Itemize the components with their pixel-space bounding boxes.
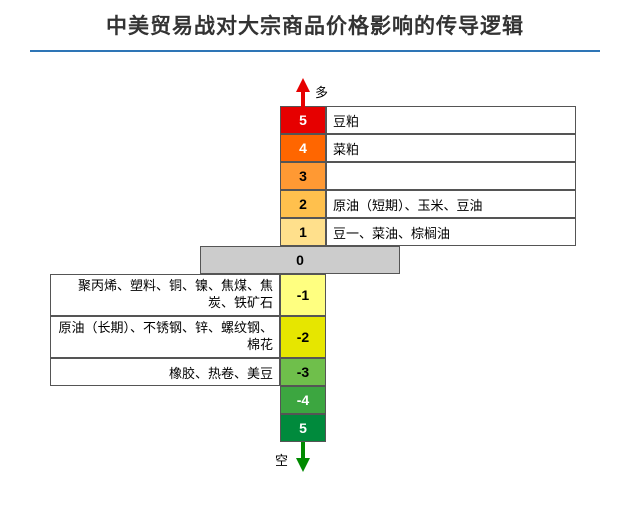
zero-cell: 0 xyxy=(200,246,400,274)
scale-label: 聚丙烯、塑料、铜、镍、焦煤、焦炭、铁矿石 xyxy=(50,274,280,316)
legend-top: 多 xyxy=(315,82,328,101)
scale-cell: 1 xyxy=(280,218,326,246)
scale-cell: 3 xyxy=(280,162,326,190)
impact-diagram: 5豆粕4菜粕32原油（短期）、玉米、豆油1豆一、菜油、棕榈油0-1聚丙烯、塑料、… xyxy=(0,72,630,512)
scale-cell: -3 xyxy=(280,358,326,386)
scale-cell: -4 xyxy=(280,386,326,414)
scale-label: 豆一、菜油、棕榈油 xyxy=(326,218,576,246)
scale-cell: 5 xyxy=(280,106,326,134)
scale-cell: 5 xyxy=(280,414,326,442)
arrow-up-shaft xyxy=(301,90,305,108)
legend-bottom: 空 xyxy=(275,450,288,469)
scale-label: 原油（长期）、不锈钢、锌、螺纹钢、棉花 xyxy=(50,316,280,358)
arrow-down-head xyxy=(296,458,310,472)
title-underline xyxy=(30,50,600,52)
scale-cell: -2 xyxy=(280,316,326,358)
scale-cell: 2 xyxy=(280,190,326,218)
scale-cell: 4 xyxy=(280,134,326,162)
scale-label xyxy=(326,162,576,190)
page-title: 中美贸易战对大宗商品价格影响的传导逻辑 xyxy=(30,10,600,40)
arrow-up-head xyxy=(296,78,310,92)
scale-label: 橡胶、热卷、美豆 xyxy=(50,358,280,386)
scale-label: 菜粕 xyxy=(326,134,576,162)
scale-cell: -1 xyxy=(280,274,326,316)
scale-label: 豆粕 xyxy=(326,106,576,134)
scale-label: 原油（短期）、玉米、豆油 xyxy=(326,190,576,218)
